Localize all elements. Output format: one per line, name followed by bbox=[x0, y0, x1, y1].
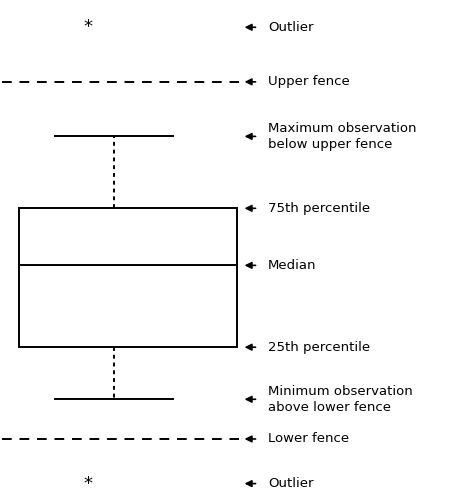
Text: Lower fence: Lower fence bbox=[268, 433, 349, 445]
Text: Outlier: Outlier bbox=[268, 477, 313, 490]
Text: Median: Median bbox=[268, 259, 316, 272]
Text: Minimum observation
above lower fence: Minimum observation above lower fence bbox=[268, 385, 412, 414]
Text: *: * bbox=[83, 475, 92, 493]
Text: *: * bbox=[83, 18, 92, 36]
Text: Outlier: Outlier bbox=[268, 21, 313, 34]
FancyBboxPatch shape bbox=[19, 208, 237, 347]
Text: Maximum observation
below upper fence: Maximum observation below upper fence bbox=[268, 122, 416, 151]
Text: Upper fence: Upper fence bbox=[268, 75, 349, 88]
Text: 75th percentile: 75th percentile bbox=[268, 202, 370, 215]
Text: 25th percentile: 25th percentile bbox=[268, 341, 370, 354]
